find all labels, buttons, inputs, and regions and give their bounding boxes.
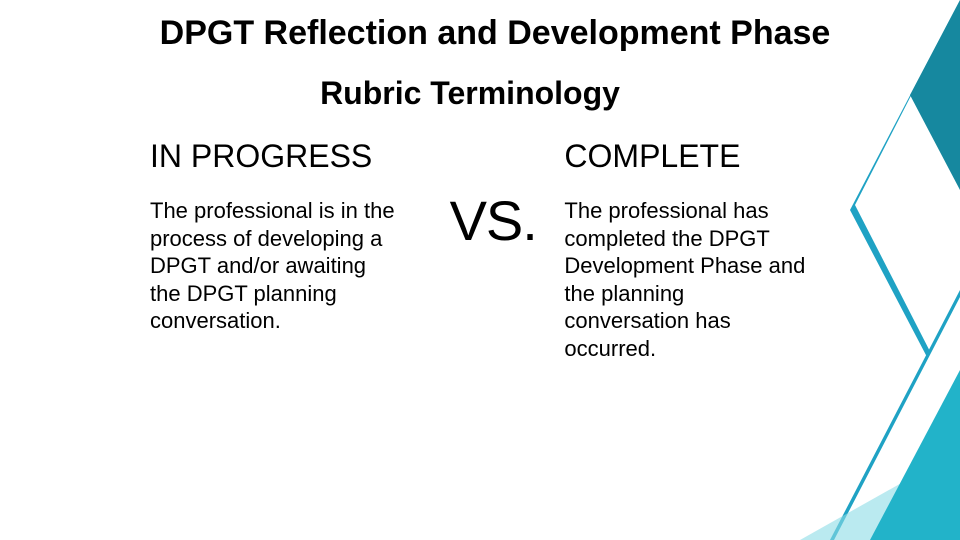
left-column: IN PROGRESS The professional is in the p… bbox=[150, 138, 422, 335]
slide-content: DPGT Reflection and Development Phase Ru… bbox=[0, 0, 960, 362]
slide-subtitle: Rubric Terminology bbox=[0, 75, 960, 112]
vs-label: VS. bbox=[432, 188, 554, 253]
left-body: The professional is in the process of de… bbox=[150, 197, 400, 335]
right-heading: COMPLETE bbox=[564, 138, 850, 175]
slide-title: DPGT Reflection and Development Phase bbox=[0, 0, 960, 53]
right-column: COMPLETE The professional has completed … bbox=[564, 138, 850, 362]
left-heading: IN PROGRESS bbox=[150, 138, 422, 175]
comparison-row: IN PROGRESS The professional is in the p… bbox=[0, 112, 960, 362]
slide: DPGT Reflection and Development Phase Ru… bbox=[0, 0, 960, 540]
right-body: The professional has completed the DPGT … bbox=[564, 197, 814, 362]
vs-column: VS. bbox=[432, 138, 554, 253]
decor-triangle bbox=[870, 370, 960, 540]
